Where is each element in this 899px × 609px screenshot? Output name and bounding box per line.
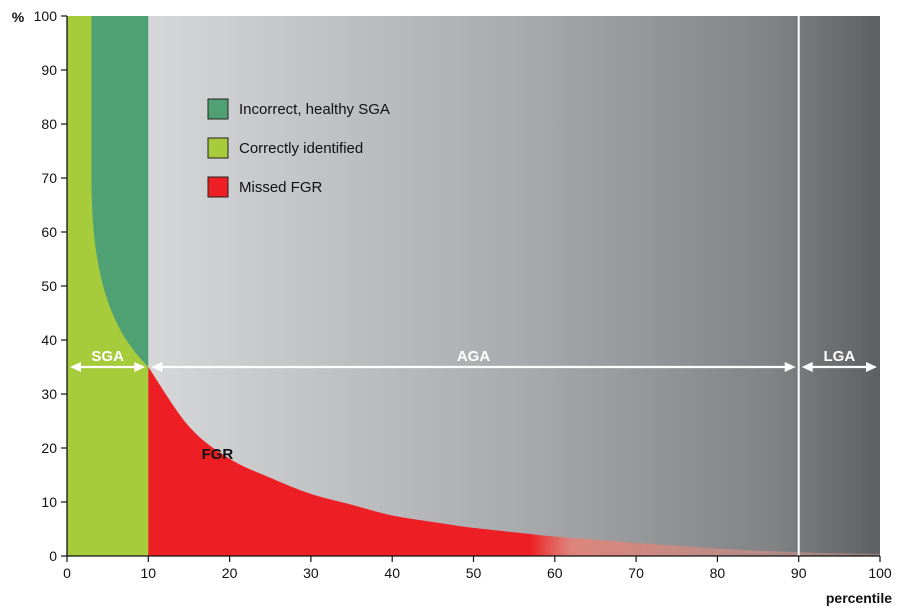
- legend: Incorrect, healthy SGA Correctly identifi…: [207, 98, 390, 198]
- y-tick-label: 20: [41, 440, 57, 456]
- y-tick-label: 50: [41, 278, 57, 294]
- y-tick-label: 70: [41, 170, 57, 186]
- region-label-sga: SGA: [91, 348, 124, 365]
- legend-item: Correctly identified: [207, 137, 363, 159]
- region-arrow-aga: AGA: [151, 348, 796, 372]
- legend-item: Missed FGR: [207, 176, 323, 198]
- legend-label: Missed FGR: [239, 179, 323, 196]
- y-tick-label: 90: [41, 62, 57, 78]
- y-tick-label: 0: [49, 548, 57, 564]
- region-arrow-sga: SGA: [70, 348, 146, 372]
- x-tick-label: 0: [63, 565, 71, 581]
- x-tick-label: 20: [222, 565, 238, 581]
- x-tick-label: 40: [384, 565, 400, 581]
- x-tick-label: 10: [141, 565, 157, 581]
- legend-swatch: [207, 137, 229, 159]
- x-tick-label: 90: [791, 565, 807, 581]
- legend-label: Correctly identified: [239, 140, 363, 157]
- fgr-annotation: FGR: [202, 446, 234, 463]
- x-tick-label: 60: [547, 565, 563, 581]
- x-axis-title: percentile: [826, 590, 892, 606]
- region-arrow-lga: LGA: [801, 348, 877, 372]
- legend-swatch: [207, 176, 229, 198]
- y-tick-label: 80: [41, 116, 57, 132]
- x-tick-label: 100: [868, 565, 892, 581]
- missed-fgr-area: [148, 367, 881, 556]
- x-tick-label: 70: [628, 565, 644, 581]
- legend-item: Incorrect, healthy SGA: [207, 98, 390, 120]
- correctly-identified-area: [67, 16, 149, 556]
- y-tick-label: 40: [41, 332, 57, 348]
- y-tick-label: 10: [41, 494, 57, 510]
- y-tick-label: 100: [34, 8, 58, 24]
- y-axis-title: %: [12, 9, 25, 25]
- x-tick-label: 50: [466, 565, 482, 581]
- region-label-lga: LGA: [824, 348, 856, 365]
- legend-label: Incorrect, healthy SGA: [239, 101, 390, 118]
- y-tick-label: 30: [41, 386, 57, 402]
- background-gradient: [148, 16, 881, 556]
- region-label-aga: AGA: [457, 348, 491, 365]
- legend-swatch: [207, 98, 229, 120]
- y-tick-label: 60: [41, 224, 57, 240]
- x-tick-label: 80: [710, 565, 726, 581]
- x-tick-label: 30: [303, 565, 319, 581]
